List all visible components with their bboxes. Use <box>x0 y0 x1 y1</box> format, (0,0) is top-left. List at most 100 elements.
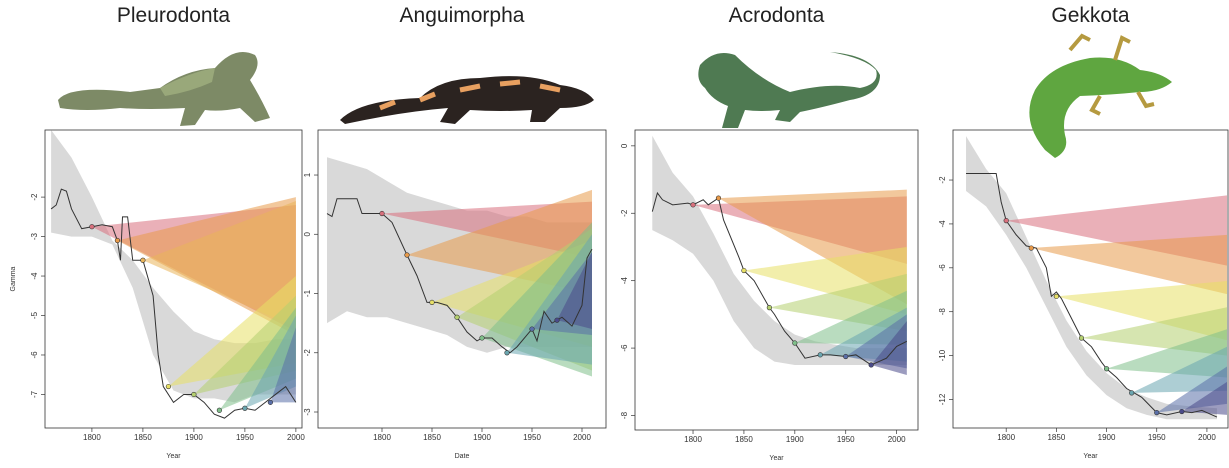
y-tick-label: 1 <box>303 172 312 177</box>
plot-area <box>50 130 297 419</box>
wedge-start-point <box>479 335 485 341</box>
wedge-start-point <box>843 353 849 360</box>
x-tick-label: 1900 <box>185 433 203 442</box>
plot-area <box>651 135 908 376</box>
wedge-start-point <box>766 305 772 311</box>
x-tick-label: 1850 <box>1047 433 1065 442</box>
y-tick-label: -3 <box>303 408 312 416</box>
projection-wedge <box>557 252 592 330</box>
wedge-start-point <box>1129 390 1135 396</box>
y-tick-label: -2 <box>938 176 947 184</box>
y-tick-label: -8 <box>620 411 629 419</box>
wedge-start-point <box>267 399 273 405</box>
iguana-crest <box>160 68 215 96</box>
panel-title: Gekkota <box>1051 4 1130 27</box>
x-tick-label: 1950 <box>236 433 254 442</box>
x-tick-label: 1900 <box>786 435 804 444</box>
wedge-start-point <box>529 326 535 332</box>
wedge-start-point <box>554 317 560 323</box>
projection-wedge <box>1031 234 1227 295</box>
gila-monster-picture <box>340 76 594 124</box>
wedge-start-point <box>1103 366 1110 372</box>
y-axis-label: Gamma <box>10 266 17 291</box>
y-tick-label: -4 <box>620 277 629 285</box>
panel-title: Anguimorpha <box>400 4 525 27</box>
y-tick-label: -1 <box>303 289 312 297</box>
projection-wedge <box>270 327 296 403</box>
wedge-start-point <box>741 267 747 274</box>
y-tick-label: -2 <box>620 209 629 217</box>
plot-area <box>326 157 593 377</box>
gamma-line <box>651 191 908 366</box>
gecko-picture <box>1029 33 1172 158</box>
y-tick-label: 0 <box>620 143 629 148</box>
wedge-start-point <box>792 340 798 346</box>
wedge-start-point <box>817 352 823 358</box>
lizard-pictures <box>58 33 1172 158</box>
y-tick-label: -2 <box>30 193 39 201</box>
y-tick-label: -10 <box>938 349 947 361</box>
wedge-start-point <box>715 195 722 201</box>
wedge-start-point <box>89 224 95 230</box>
projection-wedge <box>1131 346 1227 393</box>
x-tick-label: 2000 <box>287 433 305 442</box>
y-tick-label: -4 <box>30 272 39 280</box>
x-tick-label: 2000 <box>888 435 906 444</box>
wedge-start-point <box>242 405 248 411</box>
wedge-start-point <box>140 257 146 263</box>
wedge-start-point <box>429 299 435 306</box>
wedge-start-point <box>404 252 410 258</box>
x-tick-label: 1800 <box>83 433 101 442</box>
panel-title: Acrodonta <box>729 4 825 27</box>
x-tick-label: 1800 <box>373 433 391 442</box>
projection-wedge <box>1181 381 1227 415</box>
dragon-body <box>698 52 880 128</box>
wedge-start-point <box>1179 408 1185 415</box>
wedge-start-point <box>454 314 460 320</box>
wedge-start-point <box>504 350 510 356</box>
x-tick-label: 1850 <box>134 433 152 442</box>
plot-area <box>966 136 1227 420</box>
x-tick-label: 1850 <box>423 433 441 442</box>
y-tick-label: -6 <box>620 344 629 352</box>
x-tick-label: 1850 <box>735 435 753 444</box>
x-tick-label: 1900 <box>1098 433 1116 442</box>
gila-body <box>340 76 594 124</box>
wedge-start-point <box>379 210 385 217</box>
panel-title: Pleurodonta <box>117 4 231 27</box>
confidence-band <box>966 136 1217 420</box>
plot-frame <box>634 129 919 431</box>
iguana-picture <box>58 51 270 126</box>
x-axis-label: Year <box>166 453 181 460</box>
charts: Pleurodonta 1800 1850 1900 1950 2000 -2 -3 -4 -5 -… <box>10 4 1229 462</box>
x-axis-label: Year <box>769 455 784 462</box>
wedge-start-point <box>114 237 121 244</box>
gamma-line <box>326 198 593 354</box>
wedge-start-point <box>690 202 696 208</box>
gecko-body <box>1029 57 1172 158</box>
y-tick-label: -2 <box>303 349 312 357</box>
y-tick-label: -12 <box>938 393 947 405</box>
x-tick-label: 1950 <box>1148 433 1166 442</box>
water-dragon-picture <box>698 52 880 128</box>
x-axis-label: Date <box>455 453 470 460</box>
y-tick-label: -8 <box>938 308 947 316</box>
x-tick-label: 1800 <box>997 433 1015 442</box>
projection-wedge <box>871 321 907 376</box>
wedge-start-point <box>868 362 874 368</box>
wedge-start-point <box>1154 410 1160 416</box>
x-axis-label: Year <box>1083 453 1098 460</box>
y-tick-label: 0 <box>303 231 312 236</box>
wedge-start-point <box>216 407 222 413</box>
plot-frame <box>317 129 607 429</box>
wedge-start-point <box>1053 293 1059 299</box>
gecko-legs <box>1068 33 1155 116</box>
wedge-start-point <box>165 383 172 390</box>
y-tick-label: -5 <box>30 311 39 319</box>
y-tick-label: -6 <box>30 351 39 359</box>
x-tick-label: 1800 <box>684 435 702 444</box>
x-tick-label: 2000 <box>573 433 591 442</box>
y-tick-label: -6 <box>938 264 947 272</box>
projection-wedge <box>142 201 296 328</box>
